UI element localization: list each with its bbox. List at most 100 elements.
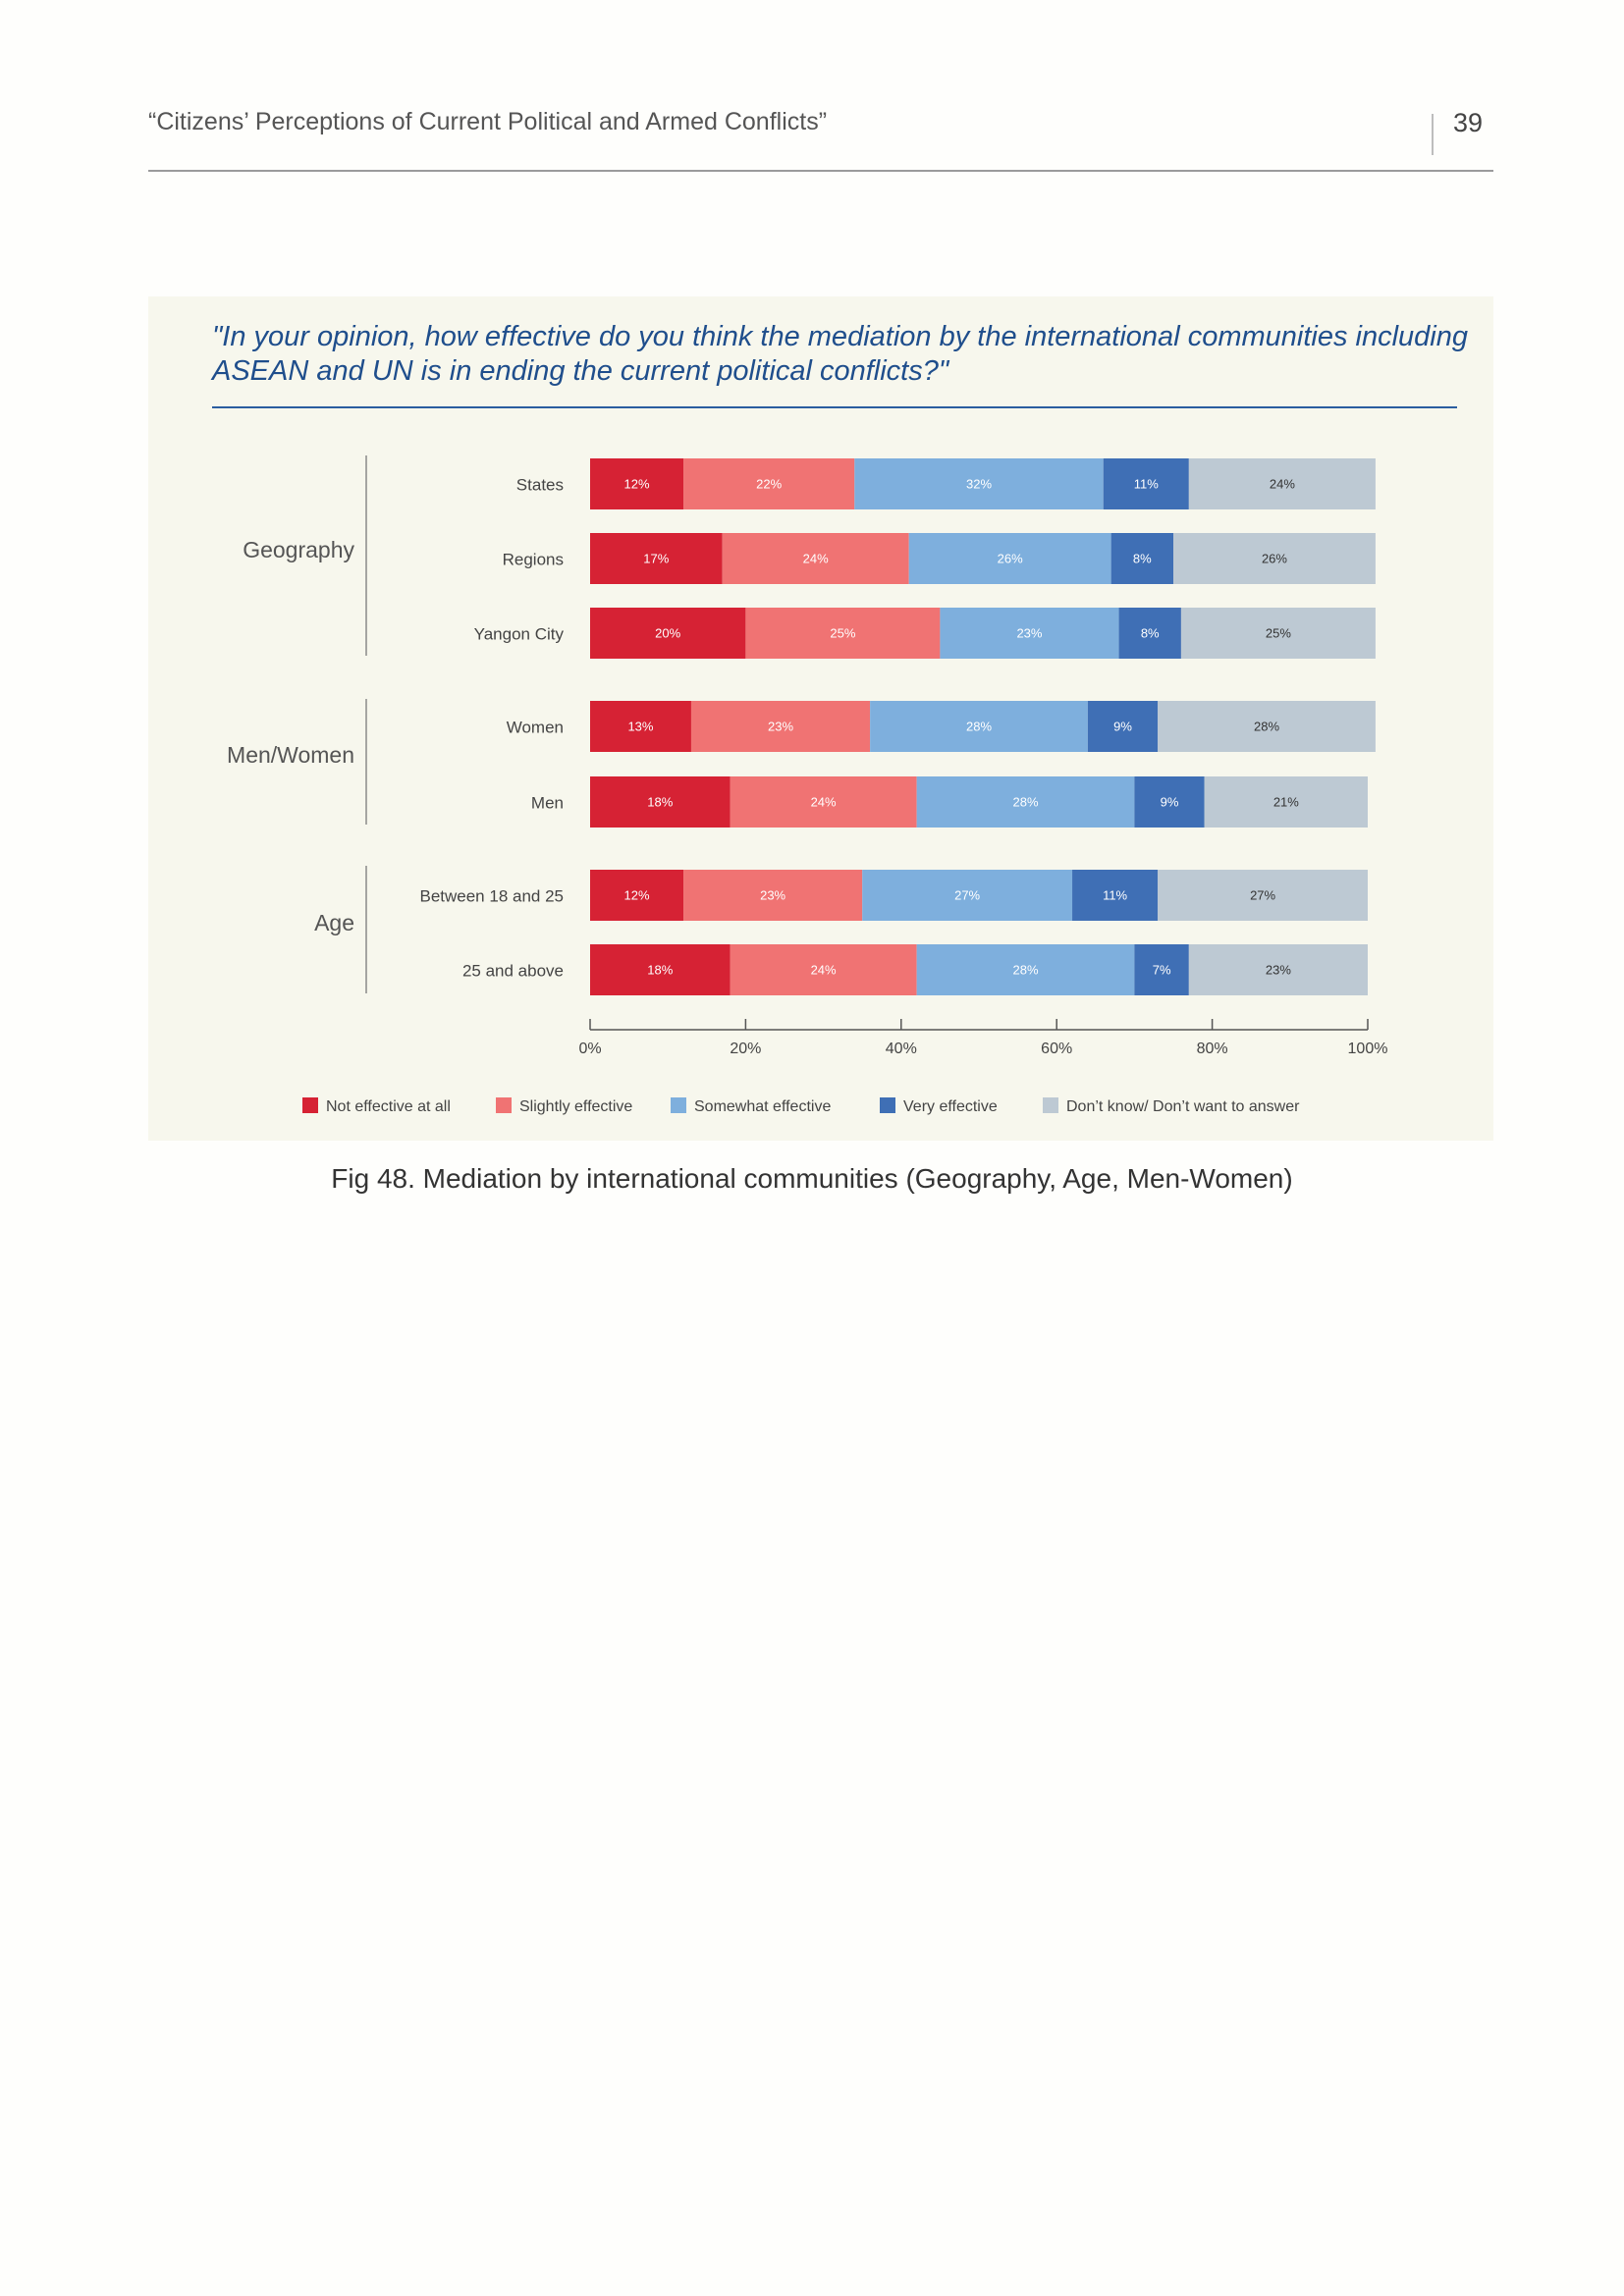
legend-swatch [302,1097,318,1113]
data-label: 26% [998,551,1023,565]
bar-segment [1072,870,1159,921]
data-label: 12% [624,476,650,491]
data-label: 11% [1134,476,1159,491]
legend-swatch [496,1097,512,1113]
data-label: 23% [768,719,793,733]
data-label: 23% [1016,625,1042,640]
bar-segment [590,944,731,995]
header-rule [148,170,1493,172]
data-label: 8% [1141,625,1160,640]
bar-segment [730,944,917,995]
bar-segment [1158,870,1368,921]
data-label: 20% [655,625,680,640]
data-label: 27% [1250,887,1275,902]
data-label: 22% [756,476,782,491]
category-label: Between 18 and 25 [419,886,564,905]
running-header-title: “Citizens’ Perceptions of Current Politi… [148,108,828,135]
data-label: 23% [1266,962,1291,977]
group-label: Men/Women [227,742,354,768]
data-label: 7% [1153,962,1171,977]
data-label: 17% [643,551,669,565]
data-label: 23% [760,887,785,902]
data-label: 26% [1262,551,1287,565]
bar-segment [1188,944,1368,995]
data-label: 28% [1013,962,1039,977]
data-label: 24% [811,962,837,977]
data-label: 24% [1270,476,1295,491]
bar-segment [590,608,746,659]
bar-segment [1134,776,1205,828]
bar-segment [1180,608,1376,659]
legend-label: Don’t know/ Don’t want to answer [1066,1098,1300,1115]
legend-label: Slightly effective [519,1098,632,1115]
bar-segment [730,776,917,828]
data-label: 18% [647,962,673,977]
data-label: 28% [1013,794,1039,809]
page-number: 39 [1453,108,1484,137]
survey-question: "In your opinion, how effective do you t… [212,321,1468,387]
bar-segment [940,608,1119,659]
bar-segment [590,870,684,921]
group-label: Geography [243,537,354,562]
bar-segment [1087,701,1159,752]
bar-segment [862,870,1073,921]
category-label: Men [531,793,564,812]
bar-segment [590,533,723,584]
data-label: 21% [1273,794,1299,809]
x-tick-label: 60% [1041,1041,1072,1057]
bar-segment [908,533,1111,584]
bar-segment [1110,533,1173,584]
legend-label: Very effective [903,1098,998,1115]
legend-swatch [880,1097,895,1113]
data-label: 25% [1266,625,1291,640]
data-label: 28% [1254,719,1279,733]
bar-segment [916,776,1135,828]
bar-segment [1188,458,1376,509]
x-tick-label: 80% [1197,1041,1228,1057]
data-label: 11% [1103,887,1127,902]
data-label: 12% [624,887,650,902]
data-label: 13% [627,719,653,733]
bar-segment [745,608,941,659]
legend-label: Somewhat effective [694,1098,831,1115]
x-tick-label: 40% [886,1041,917,1057]
group-label: Age [314,910,354,935]
bar-segment [590,701,691,752]
x-tick-label: 100% [1348,1041,1388,1057]
bar-segment [722,533,909,584]
bar-segment [916,944,1135,995]
bar-segment [590,776,731,828]
stacked-bar-chart: Geography Men/Women Age States 12% 22% 32% 11% 2… [227,455,1388,1115]
data-label: 28% [966,719,992,733]
header-divider [1432,114,1434,155]
data-label: 27% [954,887,980,902]
figure-caption: Fig 48. Mediation by international commu… [331,1163,1293,1194]
category-label: Regions [503,550,564,568]
x-tick-label: 0% [578,1041,601,1057]
legend-label: Not effective at all [326,1098,451,1115]
legend-swatch [671,1097,686,1113]
data-label: 9% [1113,719,1132,733]
legend-swatch [1043,1097,1058,1113]
bar-segment [590,458,684,509]
x-tick-label: 20% [730,1041,761,1057]
bar-segment [683,458,855,509]
category-label: States [516,475,564,494]
category-label: Women [507,718,564,736]
data-label: 9% [1161,794,1179,809]
data-label: 8% [1133,551,1152,565]
bar-segment [1173,533,1376,584]
data-label: 24% [803,551,829,565]
data-label: 25% [830,625,855,640]
data-label: 18% [647,794,673,809]
data-label: 24% [811,794,837,809]
question-rule [212,406,1457,408]
category-label: 25 and above [462,961,564,980]
bar-segment [854,458,1104,509]
bar-segment [1158,701,1376,752]
bar-segment [1204,776,1368,828]
data-label: 32% [966,476,992,491]
bar-segment [1103,458,1189,509]
bar-segment [1134,944,1189,995]
bar-segment [870,701,1088,752]
